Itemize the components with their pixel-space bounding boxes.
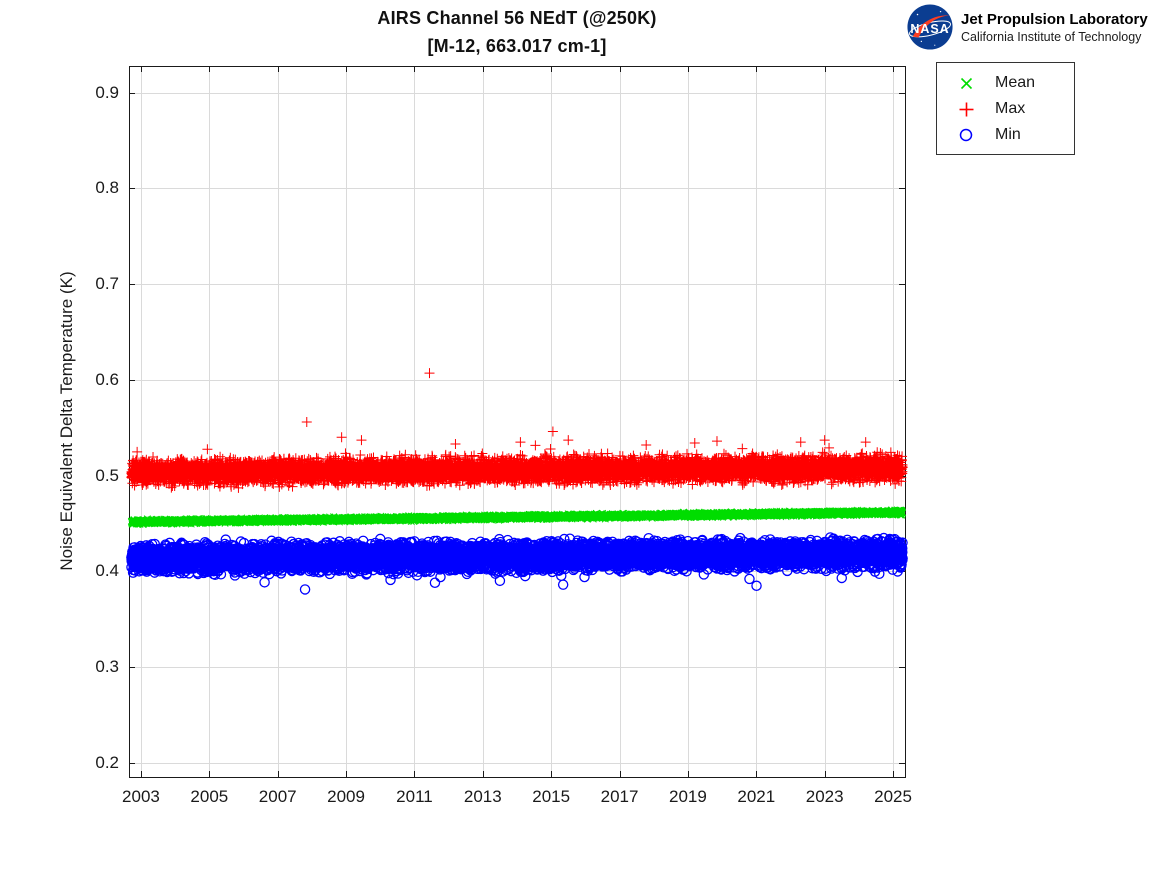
x-tick-label: 2011 (396, 787, 433, 806)
x-tick-label: 2003 (122, 787, 160, 806)
y-axis-label: Noise Equivalent Delta Temperature (K) (57, 271, 76, 571)
nasa-logo: NASA (907, 4, 953, 50)
legend: Mean Max Min (936, 62, 1075, 155)
x-tick-label: 2005 (190, 787, 229, 806)
chart-title-block: AIRS Channel 56 NEdT (@250K) [M-12, 663.… (129, 4, 905, 60)
y-tick-label: 0.9 (95, 82, 119, 102)
y-tick-label: 0.3 (95, 656, 119, 676)
x-tick-label: 2021 (737, 787, 776, 806)
x-tick-label: 2015 (532, 787, 571, 806)
branding-block: NASA Jet Propulsion Laboratory Californi… (906, 3, 1148, 51)
legend-item-min: Min (937, 122, 1074, 148)
legend-label-mean: Mean (995, 74, 1036, 91)
y-tick-label: 0.7 (95, 274, 119, 294)
nasa-logo-text: NASA (910, 22, 949, 36)
x-tick-label: 2025 (874, 787, 912, 806)
x-tick-label: 2013 (463, 787, 502, 806)
x-tick-label: 2019 (669, 787, 707, 806)
legend-label-min: Min (995, 126, 1021, 143)
plus-marker-icon (937, 101, 995, 118)
y-tick-label: 0.2 (95, 752, 119, 772)
circle-marker-icon (937, 127, 995, 143)
y-tick-label: 0.8 (95, 178, 119, 198)
legend-item-max: Max (937, 96, 1074, 122)
legend-label-max: Max (995, 100, 1026, 117)
x-marker-icon (937, 76, 995, 91)
jpl-name: Jet Propulsion Laboratory (961, 10, 1148, 28)
legend-item-mean: Mean (937, 70, 1074, 96)
chart-title: AIRS Channel 56 NEdT (@250K) (377, 8, 657, 28)
x-tick-label: 2017 (600, 787, 639, 806)
x-tick-label: 2007 (258, 787, 297, 806)
y-tick-label: 0.6 (95, 369, 119, 389)
y-tick-label: 0.4 (95, 561, 119, 581)
x-tick-label: 2023 (805, 787, 844, 806)
x-tick-label: 2009 (327, 787, 365, 806)
caltech-name: California Institute of Technology (961, 29, 1142, 44)
y-tick-label: 0.5 (95, 465, 119, 485)
chart-subtitle: [M-12, 663.017 cm-1] (427, 36, 607, 56)
